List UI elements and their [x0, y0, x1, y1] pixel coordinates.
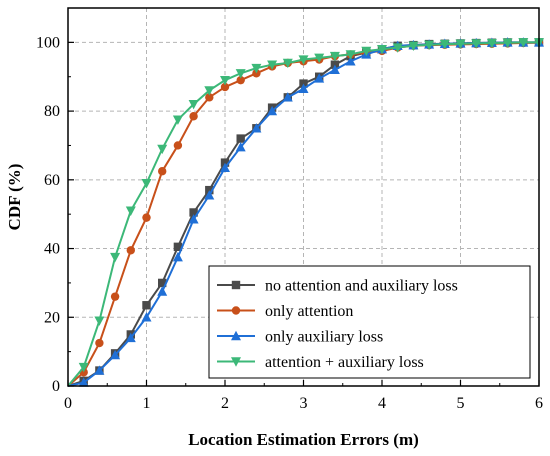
data-point: [94, 316, 105, 326]
data-point: [518, 38, 529, 48]
y-tick-label: 60: [44, 172, 60, 189]
data-point: [502, 38, 513, 48]
data-point: [455, 39, 466, 49]
data-point: [282, 92, 293, 102]
y-tick-label: 20: [44, 309, 60, 326]
data-point: [439, 39, 450, 50]
data-point: [141, 312, 152, 322]
legend-label: attention + auxiliary loss: [265, 354, 424, 371]
x-tick-label: 5: [457, 395, 465, 412]
data-point: [94, 365, 105, 375]
data-point: [142, 301, 151, 310]
data-point: [158, 278, 167, 288]
x-tick-label: 3: [300, 395, 308, 412]
data-point: [110, 292, 120, 301]
data-point: [110, 252, 121, 263]
x-axis-title: Location Estimation Errors (m): [188, 430, 419, 449]
data-point: [220, 82, 230, 92]
data-point: [424, 40, 435, 50]
data-point: [408, 41, 419, 51]
x-tick-label: 2: [221, 395, 229, 412]
data-point: [173, 242, 183, 252]
data-point: [220, 75, 230, 86]
data-point: [314, 73, 325, 83]
legend-marker: [231, 330, 241, 341]
plot-series: [67, 37, 544, 387]
data-point: [205, 93, 214, 102]
legend-entry: attention + auxiliary loss: [217, 354, 424, 371]
data-point: [157, 286, 168, 296]
data-point: [235, 141, 246, 152]
data-point: [125, 332, 136, 343]
legend-entry: only auxiliary loss: [217, 329, 383, 346]
data-point: [142, 213, 151, 222]
data-point: [329, 51, 340, 62]
data-point: [157, 144, 168, 155]
x-tick-label: 4: [378, 395, 386, 412]
y-axis-title: CDF (%): [5, 164, 24, 231]
data-point: [189, 208, 198, 217]
data-point: [172, 115, 183, 125]
y-tick-label: 80: [44, 103, 60, 120]
data-point: [110, 349, 121, 360]
y-tick-label: 100: [36, 34, 60, 51]
data-point: [236, 134, 245, 143]
data-point: [314, 53, 325, 64]
data-point: [377, 45, 387, 55]
data-point: [298, 83, 309, 93]
data-point: [267, 60, 278, 70]
data-point: [361, 46, 372, 57]
legend-label: no attention and auxiliary loss: [265, 278, 458, 295]
x-tick-label: 1: [143, 395, 151, 412]
y-tick-label: 0: [52, 378, 60, 395]
legend-marker: [231, 280, 241, 290]
data-point: [345, 50, 356, 60]
data-point: [298, 55, 309, 65]
legend-marker: [231, 357, 241, 367]
data-point: [141, 179, 152, 189]
legend-marker: [231, 306, 241, 315]
legend-label: only attention: [265, 303, 353, 320]
data-point: [235, 69, 246, 79]
legend-entry: only attention: [217, 303, 353, 320]
legend-label: only auxiliary loss: [265, 329, 383, 346]
data-point: [188, 214, 199, 224]
data-point: [204, 190, 215, 200]
data-point: [95, 338, 104, 348]
data-point: [188, 100, 199, 110]
data-point: [172, 251, 183, 262]
data-point: [125, 206, 136, 216]
data-point: [282, 58, 293, 69]
data-point: [158, 167, 167, 176]
data-point: [486, 38, 497, 49]
data-point: [251, 63, 262, 74]
data-point: [267, 105, 278, 116]
data-point: [126, 246, 135, 255]
x-tick-label: 0: [64, 395, 72, 412]
legend: no attention and auxiliary loss only atte…: [208, 265, 531, 379]
data-point: [78, 362, 89, 373]
x-tick-label: 6: [535, 395, 543, 412]
data-point: [173, 141, 183, 150]
data-point: [471, 39, 482, 49]
y-tick-label: 40: [44, 241, 60, 258]
data-point: [204, 86, 215, 96]
data-point: [189, 112, 198, 121]
data-point: [251, 123, 262, 133]
data-point: [236, 75, 245, 85]
data-point: [78, 377, 89, 387]
data-point: [345, 56, 356, 66]
legend-entry: no attention and auxiliary loss: [217, 278, 458, 295]
data-point: [220, 162, 230, 172]
data-point: [392, 43, 403, 53]
data-point: [329, 64, 340, 75]
legend-box: [208, 265, 531, 379]
